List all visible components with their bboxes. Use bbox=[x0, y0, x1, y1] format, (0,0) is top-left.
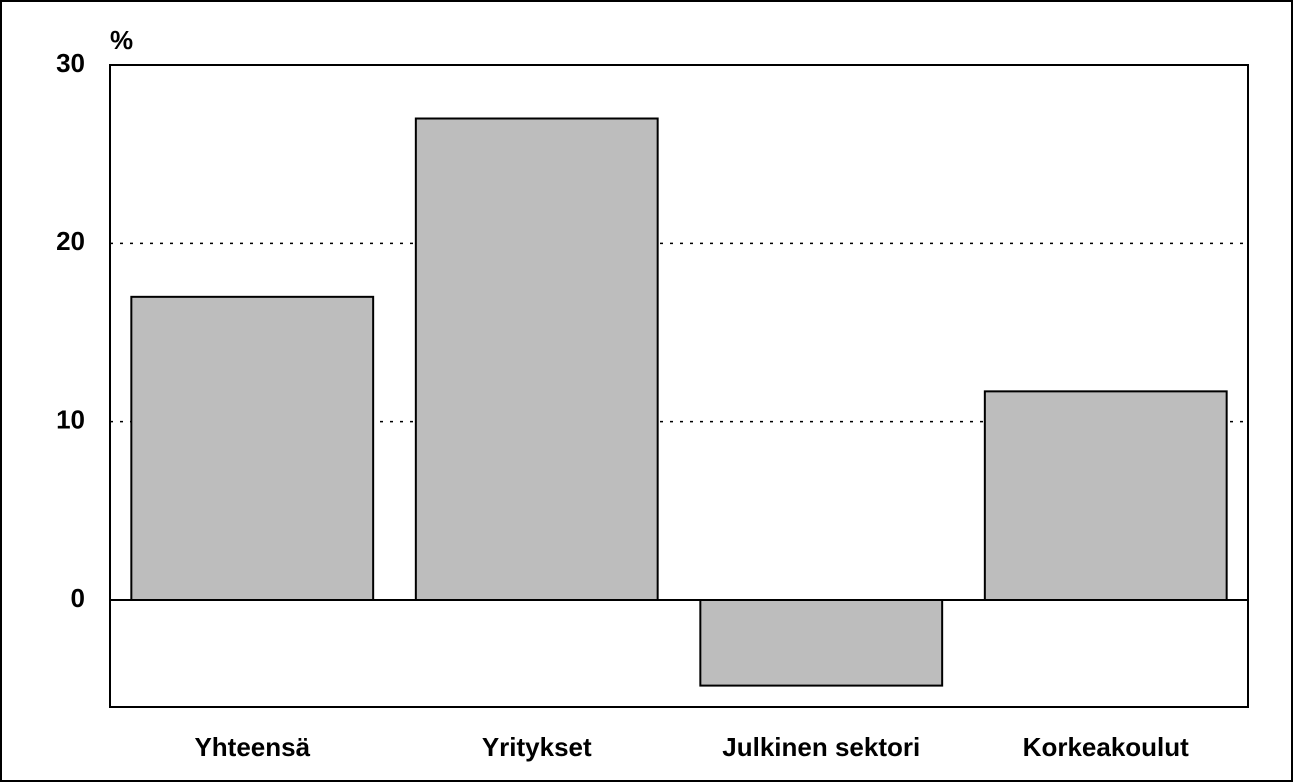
bar bbox=[130, 295, 375, 601]
y-tick-label: 30 bbox=[56, 48, 85, 78]
bar bbox=[983, 390, 1228, 601]
y-tick-label: 0 bbox=[71, 583, 85, 613]
x-tick-label: Yritykset bbox=[482, 732, 592, 762]
x-tick-label: Yhteensä bbox=[194, 732, 310, 762]
y-tick-label: 10 bbox=[56, 405, 85, 435]
y-axis-label: % bbox=[110, 25, 133, 55]
y-tick-label: 20 bbox=[56, 226, 85, 256]
x-tick-label: Korkeakoulut bbox=[1023, 732, 1189, 762]
bar bbox=[414, 117, 659, 601]
x-tick-label: Julkinen sektori bbox=[722, 732, 920, 762]
bar bbox=[699, 599, 944, 687]
